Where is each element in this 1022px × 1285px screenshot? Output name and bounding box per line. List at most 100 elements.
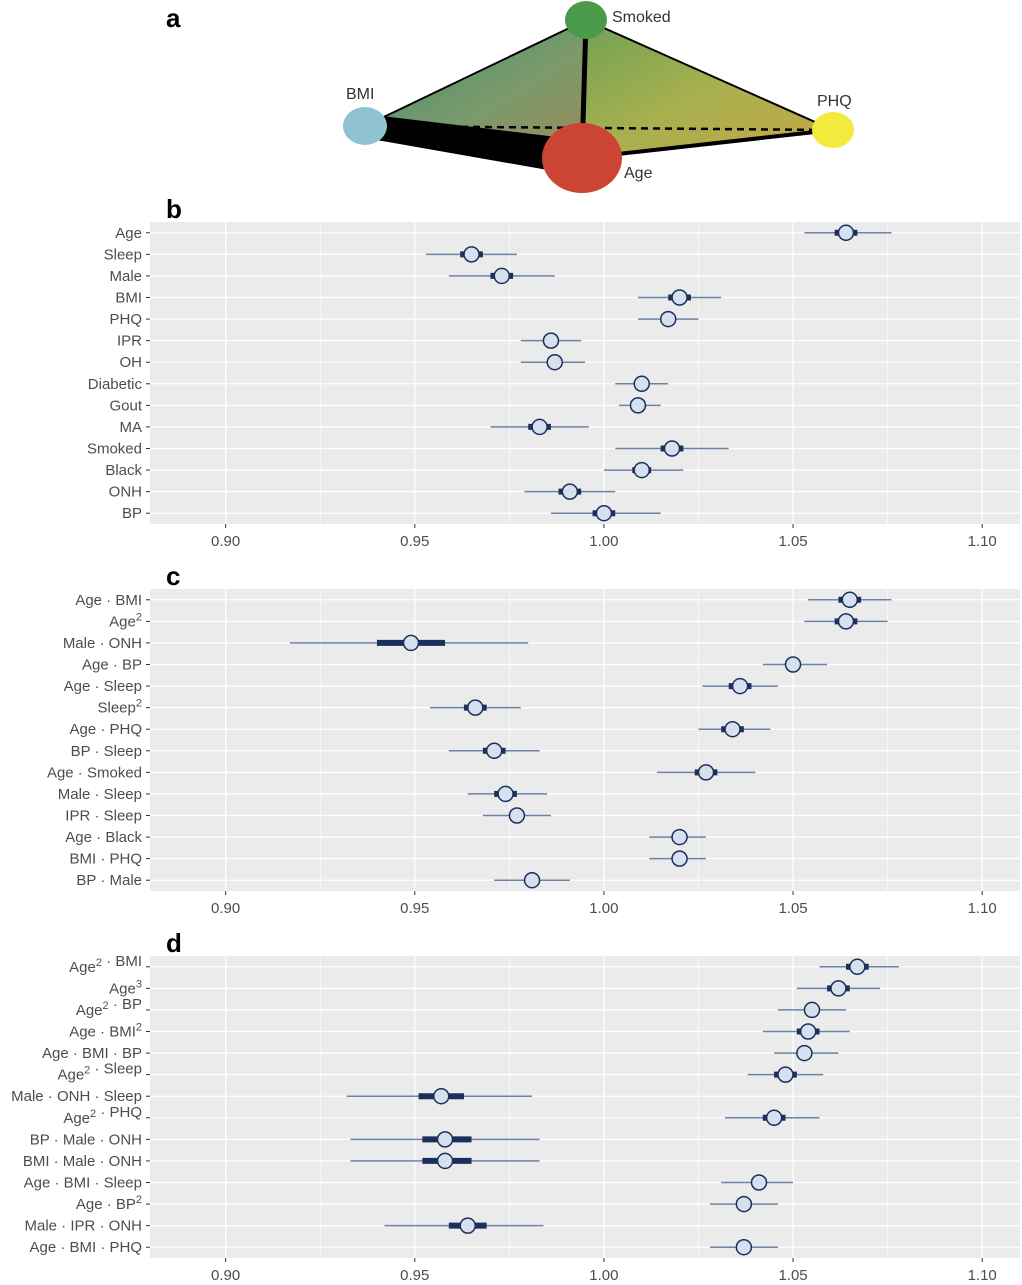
point-estimate xyxy=(697,764,715,781)
edge-smoked-bmi xyxy=(364,19,587,127)
panel-a-letter: a xyxy=(166,3,181,33)
point-estimate xyxy=(837,224,855,242)
point-estimate xyxy=(671,850,688,867)
row-label: IPR xyxy=(117,333,142,350)
edge-bmi-age xyxy=(365,114,582,176)
row-label: Age xyxy=(115,225,142,242)
plot-background xyxy=(150,956,1020,1258)
point-estimate xyxy=(830,980,847,997)
row-label: MA xyxy=(120,419,143,436)
point-estimate xyxy=(467,699,484,716)
point-estimate xyxy=(735,1238,753,1256)
node-age xyxy=(542,123,622,193)
point-estimate xyxy=(803,1001,821,1019)
row-label: BMI xyxy=(115,290,142,307)
row-label: Age · BP2 xyxy=(76,1194,142,1213)
x-tick-label: 1.05 xyxy=(778,900,807,917)
row-label: Male xyxy=(109,268,142,285)
point-estimate xyxy=(633,461,650,479)
point-estimate xyxy=(497,785,514,803)
point-estimate xyxy=(796,1044,813,1062)
point-estimate xyxy=(459,1217,476,1234)
x-tick-label: 0.90 xyxy=(211,900,240,917)
point-estimate xyxy=(765,1109,783,1127)
point-estimate xyxy=(849,958,866,976)
x-tick-label: 1.10 xyxy=(968,900,997,917)
point-estimate xyxy=(546,353,563,371)
point-estimate xyxy=(659,310,677,328)
panel-b-forest-plot: b 0.90 0.95 1.00 1.05 1.10 Age Sleep Male BMI PHQ I… xyxy=(87,194,1020,550)
point-estimate xyxy=(799,1023,817,1040)
row-label: Age2 xyxy=(109,611,142,630)
row-label: Sleep2 xyxy=(98,698,143,717)
point-estimate xyxy=(671,289,688,306)
point-estimate xyxy=(463,246,480,263)
row-label: Age · BMI · PHQ xyxy=(29,1239,142,1256)
x-tick-label: 1.10 xyxy=(968,533,997,550)
network-face-right xyxy=(582,20,833,158)
x-tick-label: 1.10 xyxy=(968,1267,997,1280)
point-estimate xyxy=(508,807,526,824)
point-estimate xyxy=(542,332,560,349)
node-label-age: Age xyxy=(624,165,653,182)
x-tick-label: 1.05 xyxy=(778,1267,807,1280)
point-estimate xyxy=(485,742,503,760)
point-estimate xyxy=(523,871,541,889)
x-tick-label: 0.90 xyxy=(211,533,240,550)
row-label: Male · Sleep xyxy=(58,786,142,803)
row-label: BP xyxy=(122,505,142,522)
row-label: BP · Sleep xyxy=(71,743,142,760)
point-estimate xyxy=(841,591,859,609)
row-label: Age · BP xyxy=(82,657,142,674)
row-label: Age2 · PHQ xyxy=(63,1104,142,1127)
point-estimate xyxy=(731,677,749,695)
row-label: Age · BMI xyxy=(75,592,142,609)
point-estimate xyxy=(436,1152,454,1170)
row-label: Age3 xyxy=(109,978,142,997)
row-label: Sleep xyxy=(104,246,142,263)
point-estimate xyxy=(837,613,855,630)
point-estimate xyxy=(595,504,613,522)
point-estimate xyxy=(784,656,802,673)
row-label: Age2 · Sleep xyxy=(57,1061,142,1084)
point-estimate xyxy=(671,828,688,846)
row-label: Diabetic xyxy=(88,376,143,393)
row-label: Age · BMI2 xyxy=(69,1022,142,1041)
row-label: Male · ONH · Sleep xyxy=(11,1088,142,1105)
node-label-smoked: Smoked xyxy=(612,9,671,26)
point-estimate xyxy=(735,1195,753,1213)
plot-background xyxy=(150,222,1020,524)
point-estimate xyxy=(531,418,548,436)
point-estimate xyxy=(561,483,579,500)
row-label: Age · BMI · BP xyxy=(42,1045,142,1062)
point-estimate xyxy=(750,1174,768,1191)
row-label: Male · ONH xyxy=(63,635,142,652)
panel-c-letter: c xyxy=(166,561,180,591)
x-tick-label: 0.95 xyxy=(400,533,429,550)
point-estimate xyxy=(663,440,681,457)
panel-c-forest-plot: c 0.90 0.95 1.00 1.05 1.10 Age · BMI Age2 Male ·… xyxy=(47,561,1020,917)
row-label: Age · Smoked xyxy=(47,764,142,781)
row-label: BP · Male · ONH xyxy=(30,1131,142,1148)
row-label: Gout xyxy=(109,397,142,414)
point-estimate xyxy=(433,1087,450,1105)
x-tick-label: 0.95 xyxy=(400,900,429,917)
node-smoked xyxy=(565,1,607,39)
row-label: OH xyxy=(120,354,143,371)
row-label: BMI · PHQ xyxy=(69,851,142,868)
point-estimate xyxy=(724,720,741,738)
x-tick-label: 1.00 xyxy=(589,533,618,550)
x-tick-label: 0.95 xyxy=(400,1267,429,1280)
panel-b-letter: b xyxy=(166,194,182,224)
node-label-phq: PHQ xyxy=(817,93,852,110)
x-tick-label: 1.00 xyxy=(589,1267,618,1280)
row-label: BP · Male xyxy=(76,872,142,889)
node-label-bmi: BMI xyxy=(346,86,374,103)
row-label: Age · Sleep xyxy=(64,678,142,695)
row-label: IPR · Sleep xyxy=(65,808,142,825)
point-estimate xyxy=(493,267,511,285)
plot-background xyxy=(150,589,1020,891)
row-label: Male · IPR · ONH xyxy=(24,1218,142,1235)
